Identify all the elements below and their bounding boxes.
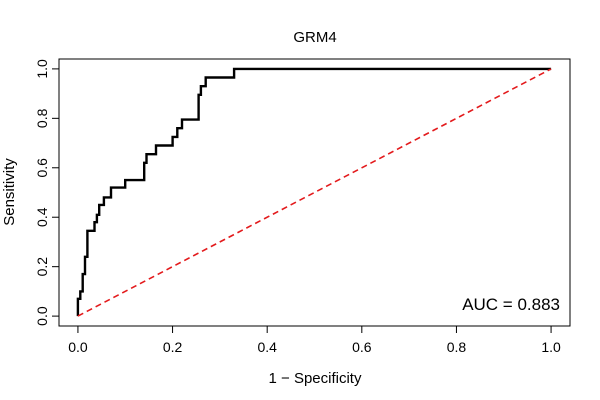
x-tick-label: 1.0 [541, 339, 561, 355]
x-tick-label: 0.0 [68, 339, 88, 355]
chart-title: GRM4 [293, 29, 336, 46]
y-axis: 0.0 0.2 0.4 0.6 0.8 1.0 [34, 59, 60, 326]
y-tick-label: 0.6 [34, 158, 50, 178]
x-axis: 0.0 0.2 0.4 0.6 0.8 1.0 [68, 325, 561, 355]
x-tick-label: 0.2 [163, 339, 183, 355]
y-tick-label: 0.4 [34, 207, 50, 227]
roc-curve-line [76, 67, 552, 317]
auc-annotation: AUC = 0.883 [462, 295, 560, 314]
y-axis-title: Sensitivity [1, 158, 18, 226]
series-layer [76, 67, 552, 317]
x-tick-label: 0.4 [257, 339, 277, 355]
x-tick-label: 0.8 [447, 339, 467, 355]
y-tick-label: 0.8 [34, 108, 50, 128]
y-tick-label: 0.2 [34, 257, 50, 277]
y-tick-label: 0.0 [34, 306, 50, 326]
x-tick-label: 0.6 [352, 339, 372, 355]
reference-diagonal-line [77, 68, 552, 317]
y-tick-label: 1.0 [34, 59, 50, 79]
x-axis-title: 1 − Specificity [269, 370, 362, 387]
